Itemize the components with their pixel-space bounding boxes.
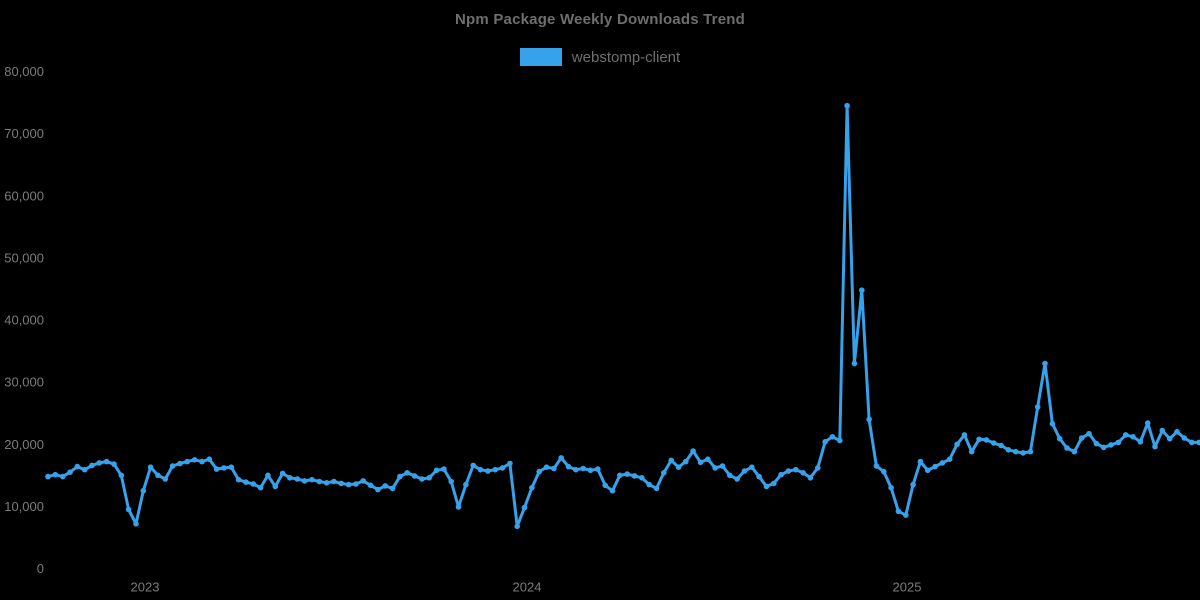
legend-swatch-icon bbox=[519, 48, 562, 66]
x-axis-labels: 2023 2024 2025 bbox=[131, 580, 922, 595]
series-line bbox=[46, 104, 1200, 528]
chart-legend[interactable]: webstomp-client bbox=[0, 48, 1200, 66]
legend-label: webstomp-client bbox=[571, 48, 681, 66]
y-tick-label: 0 bbox=[37, 561, 44, 576]
chart-title: Npm Package Weekly Downloads Trend bbox=[455, 11, 745, 28]
y-axis-labels: 0 10,000 20,000 30,000 40,000 50,000 60,000 70,… bbox=[4, 64, 44, 576]
x-tick-label: 2025 bbox=[893, 580, 922, 595]
y-tick-label: 30,000 bbox=[4, 375, 44, 390]
y-tick-label: 40,000 bbox=[4, 313, 44, 328]
y-tick-label: 60,000 bbox=[4, 188, 44, 203]
x-tick-label: 2024 bbox=[513, 580, 542, 595]
y-tick-label: 50,000 bbox=[4, 250, 44, 265]
y-tick-label: 20,000 bbox=[4, 437, 44, 452]
y-tick-label: 10,000 bbox=[4, 499, 44, 514]
y-tick-label: 70,000 bbox=[4, 126, 44, 141]
series-points bbox=[45, 102, 1200, 530]
y-tick-label: 80,000 bbox=[4, 64, 44, 79]
x-tick-label: 2023 bbox=[131, 580, 160, 595]
